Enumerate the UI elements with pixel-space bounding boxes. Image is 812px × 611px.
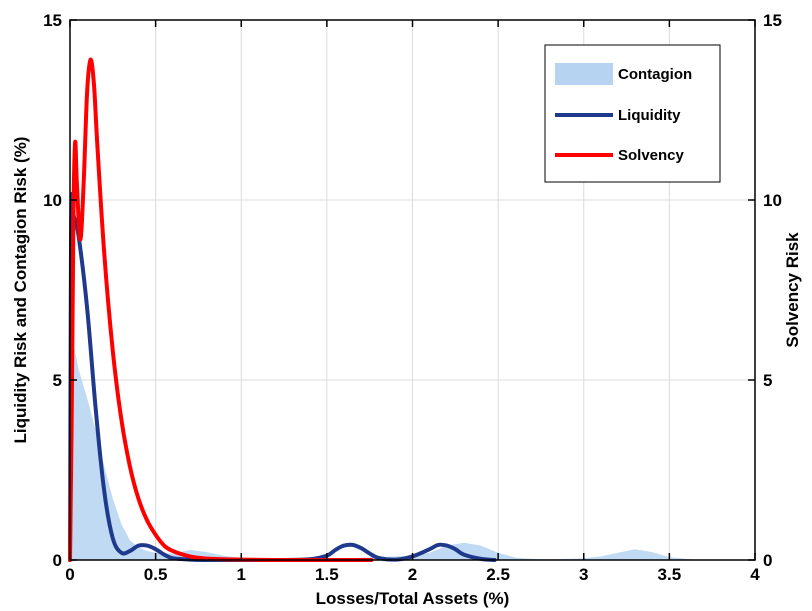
y-right-tick-label: 5 — [763, 371, 772, 390]
x-tick-label: 2 — [408, 565, 417, 584]
legend: Contagion Liquidity Solvency — [544, 44, 721, 183]
legend-swatch-contagion — [555, 63, 613, 85]
x-tick-label: 4 — [750, 565, 760, 584]
x-axis-label: Losses/Total Assets (%) — [316, 589, 510, 608]
x-tick-label: 3 — [579, 565, 588, 584]
y-left-tick-label: 5 — [53, 371, 62, 390]
x-tick-label: 1.5 — [315, 565, 339, 584]
series-area-contagion — [70, 333, 704, 560]
series-line-liquidity — [68, 192, 497, 562]
x-tick-label: 2.5 — [486, 565, 510, 584]
legend-label-contagion: Contagion — [618, 66, 692, 83]
y-right-tick-label: 0 — [763, 551, 772, 570]
x-tick-label: 3.5 — [658, 565, 682, 584]
x-tick-label: 0.5 — [144, 565, 168, 584]
y-right-tick-label: 10 — [763, 191, 782, 210]
y-axis-left-label: Liquidity Risk and Contagion Risk (%) — [11, 137, 30, 444]
y-left-tick-label: 0 — [53, 551, 62, 570]
legend-label-solvency: Solvency — [618, 147, 685, 164]
x-tick-label: 0 — [65, 565, 74, 584]
y-axis-right-label: Solvency Risk — [783, 232, 802, 348]
series-line-solvency — [68, 57, 374, 562]
y-left-tick-label: 15 — [43, 11, 62, 30]
x-tick-label: 1 — [237, 565, 246, 584]
y-left-tick-label: 10 — [43, 191, 62, 210]
legend-label-liquidity: Liquidity — [618, 107, 681, 124]
y-right-tick-label: 15 — [763, 11, 782, 30]
